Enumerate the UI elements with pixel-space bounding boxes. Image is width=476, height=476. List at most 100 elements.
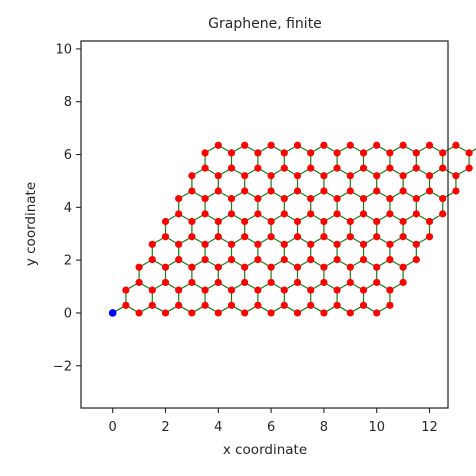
atom-point [346,217,354,226]
atom-point [425,187,434,195]
atom-point [280,255,288,264]
y-axis-label: y coordinate [23,182,39,266]
atom-point [452,141,460,149]
atom-point [373,309,381,317]
atom-point [412,240,420,248]
atom-point [333,240,341,248]
atom-point [439,195,447,203]
atom-point [227,195,236,203]
atom-point [373,187,381,195]
atom-point [175,195,183,203]
atom-point [307,195,315,203]
atom-point [214,263,222,271]
atom-point [280,286,288,294]
atom-point [280,164,288,172]
atom-point [161,278,170,287]
atom-point [386,164,394,172]
atom-point [280,210,288,218]
atom-point [293,172,302,180]
atom-point [241,263,249,271]
x-tick-label: 4 [214,420,222,435]
atom-point [359,301,368,309]
atom-point [333,255,341,264]
atom-point [280,240,288,248]
atom-point [188,187,196,195]
x-tick-label: 0 [109,420,117,435]
atom-point [320,278,328,287]
atom-point [188,278,196,287]
atom-point [254,286,262,294]
atom-point [465,149,473,157]
atom-point [399,217,407,226]
atom-point [412,210,420,218]
atom-point [148,240,156,248]
atom-point [307,149,315,157]
atom-point [399,278,407,287]
atom-point [293,141,302,149]
atom-point [201,255,209,264]
atom-point [267,217,275,226]
atom-point [161,217,170,226]
y-axis: −2 0 2 4 6 8 10 [53,42,81,374]
atom-point [254,301,262,309]
atom-point [307,301,315,309]
atom-point [399,233,407,241]
atom-point [135,278,143,287]
atom-point [307,255,315,264]
atom-point [412,149,420,157]
atom-point [188,217,196,226]
atom-point [425,172,434,180]
atom-point [452,172,460,180]
atom-point [241,187,249,195]
atom-point [254,149,262,157]
atom-point [267,233,275,241]
atom-point [346,187,354,195]
atom-point [267,278,275,287]
atom-point [373,278,381,287]
atom-point [425,141,434,149]
atom-point [161,309,170,317]
atom-point [386,195,394,203]
atom-point [359,149,368,157]
atom-point [465,164,473,172]
atom-point [214,278,222,287]
atom-point [320,233,328,241]
axes-frame [80,40,449,409]
atom-point [227,286,236,294]
atom-point [307,286,315,294]
atom-point [267,141,275,149]
atom-point [227,301,236,309]
atom-point [373,233,381,241]
x-axis: 0 2 4 6 8 10 12 [109,408,438,435]
atom-point [241,233,249,241]
atom-point [280,195,288,203]
atom-point [386,255,394,264]
atom-point [359,240,368,248]
atom-point [161,233,170,241]
x-tick-label: 10 [368,420,385,435]
atom-point [227,255,236,264]
atom-point [267,172,275,180]
atom-point [241,172,249,180]
atom-point [227,240,236,248]
bond-series [112,144,476,314]
atom-point [175,255,183,264]
atom-point [399,187,407,195]
y-tick-label: 0 [64,306,72,321]
atom-point [293,309,302,317]
atom-point [439,210,447,218]
atom-point [307,210,315,218]
atom-point [412,255,420,264]
atom-point [254,164,262,172]
atom-point [359,286,368,294]
atom-series [109,141,473,317]
atom-point [188,172,196,180]
atom-point [386,240,394,248]
atom-point [227,164,236,172]
atom-point [175,210,183,218]
atom-point [359,255,368,264]
atom-point [241,141,249,149]
atom-point [373,141,381,149]
y-tick-label: 8 [64,95,72,110]
